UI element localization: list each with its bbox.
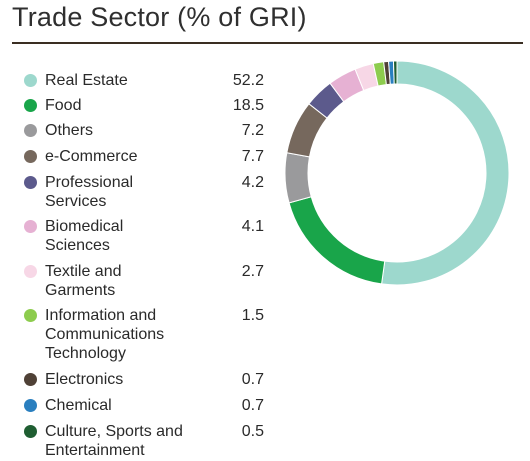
legend-value: 7.7 <box>241 148 264 165</box>
donut-slice <box>392 60 398 85</box>
legend-label: Chemical <box>45 397 112 414</box>
donut-slice <box>288 196 386 285</box>
legend-swatch <box>24 265 37 278</box>
legend-label: Food <box>45 97 82 114</box>
legend-value: 7.2 <box>241 122 264 139</box>
donut-chart <box>284 60 510 286</box>
legend-swatch <box>24 124 37 137</box>
legend-label: Information and Communications Technolog… <box>45 307 165 362</box>
legend-value: 1.5 <box>241 307 264 324</box>
legend-swatch <box>24 373 37 386</box>
legend-label: Electronics <box>45 371 124 388</box>
legend-label: Others <box>45 122 94 139</box>
legend-label: Real Estate <box>45 72 128 89</box>
legend-swatch <box>24 74 37 87</box>
legend-value: 18.5 <box>232 97 264 114</box>
legend-label: Culture, Sports and Entertainment <box>45 423 183 459</box>
legend-swatch <box>24 309 37 322</box>
legend-swatch <box>24 220 37 233</box>
legend-label: Textile and Garments <box>45 263 122 299</box>
legend-value: 0.7 <box>241 397 264 414</box>
legend-value: 0.7 <box>241 371 264 388</box>
legend-value: 0.5 <box>241 423 264 440</box>
legend-swatch <box>24 425 37 438</box>
chart-title: Trade Sector (% of GRI) <box>12 2 307 32</box>
legend-label: e-Commerce <box>45 148 138 165</box>
legend-swatch <box>24 150 37 163</box>
legend-swatch <box>24 99 37 112</box>
legend-label: Biomedical Sciences <box>45 218 124 254</box>
legend-value: 2.7 <box>241 263 264 280</box>
legend-label: Professional Services <box>45 174 134 210</box>
legend-value: 4.2 <box>241 174 264 191</box>
legend-value: 52.2 <box>232 72 264 89</box>
donut-slice <box>381 60 510 286</box>
legend-swatch <box>24 176 37 189</box>
legend-swatch <box>24 399 37 412</box>
title-divider <box>12 42 523 44</box>
donut-slice <box>284 152 312 204</box>
legend-value: 4.1 <box>241 218 264 235</box>
